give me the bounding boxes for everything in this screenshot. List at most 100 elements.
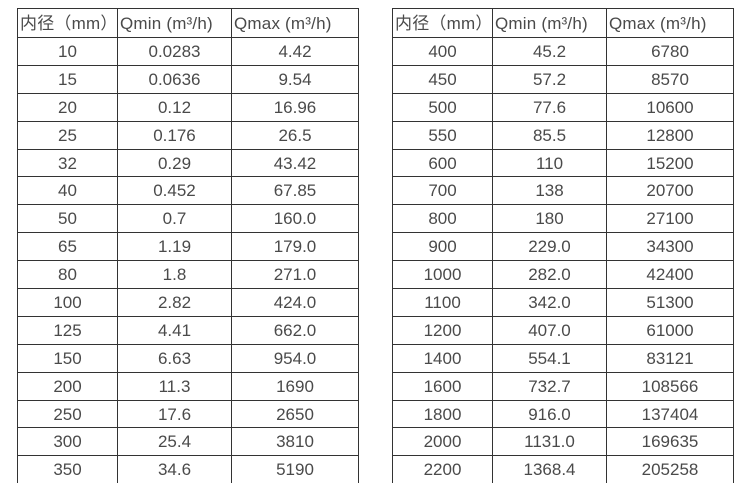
table-row: 200 11.3 1690 bbox=[17, 371, 359, 401]
table-cell: 11.3 bbox=[117, 371, 232, 401]
table-cell: 6.63 bbox=[117, 343, 232, 373]
table-cell: 12800 bbox=[606, 120, 734, 150]
table-row: 1800 916.0 137404 bbox=[392, 399, 734, 429]
table-cell: 2000 bbox=[392, 427, 493, 457]
table-cell: 1200 bbox=[392, 315, 493, 345]
flow-table-large-diameters: 内径（mm） Qmin (m³/h) Qmax (m³/h) 400 45.2 67… bbox=[392, 8, 734, 483]
table-cell: 15200 bbox=[606, 148, 734, 178]
table-cell: 20700 bbox=[606, 176, 734, 206]
table-cell: 10 bbox=[17, 37, 118, 66]
table-row: 1200 407.0 61000 bbox=[392, 315, 734, 345]
table-cell: 554.1 bbox=[492, 343, 607, 373]
table-cell: 160.0 bbox=[231, 204, 359, 234]
table-row: 250 17.6 2650 bbox=[17, 399, 359, 429]
table-row: 450 57.2 8570 bbox=[392, 64, 734, 94]
table-cell: 3810 bbox=[231, 427, 359, 457]
table-cell: 1000 bbox=[392, 260, 493, 290]
table-row: 700 138 20700 bbox=[392, 176, 734, 206]
table-cell: 34.6 bbox=[117, 455, 232, 483]
table-cell: 500 bbox=[392, 92, 493, 122]
table-cell: 550 bbox=[392, 120, 493, 150]
table-cell: 26.5 bbox=[231, 120, 359, 150]
table-cell: 800 bbox=[392, 204, 493, 234]
table-cell: 407.0 bbox=[492, 315, 607, 345]
table-cell: 954.0 bbox=[231, 343, 359, 373]
table-row: 2200 1368.4 205258 bbox=[392, 455, 734, 483]
table-cell: 83121 bbox=[606, 343, 734, 373]
table-cell: 8570 bbox=[606, 64, 734, 94]
table-cell: 16.96 bbox=[231, 92, 359, 122]
table-row: 1100 342.0 51300 bbox=[392, 288, 734, 317]
table-cell: 1.19 bbox=[117, 232, 232, 262]
table-cell: 1600 bbox=[392, 371, 493, 401]
table-cell: 700 bbox=[392, 176, 493, 206]
table-cell: 0.176 bbox=[117, 120, 232, 150]
table-cell: 40 bbox=[17, 176, 118, 206]
table-cell: 250 bbox=[17, 399, 118, 429]
table-row: 150 6.63 954.0 bbox=[17, 343, 359, 373]
table-cell: 10600 bbox=[606, 92, 734, 122]
table-cell: 110 bbox=[492, 148, 607, 178]
table-cell: 57.2 bbox=[492, 64, 607, 94]
table-row: 25 0.176 26.5 bbox=[17, 120, 359, 150]
table-row: 2000 1131.0 169635 bbox=[392, 427, 734, 457]
table-row: 600 110 15200 bbox=[392, 148, 734, 178]
table-cell: 1.8 bbox=[117, 260, 232, 290]
header-diameter: 内径（mm） bbox=[17, 8, 118, 38]
table-cell: 229.0 bbox=[492, 232, 607, 262]
table-cell: 424.0 bbox=[231, 288, 359, 317]
table-cell: 1100 bbox=[392, 288, 493, 317]
table-cell: 27100 bbox=[606, 204, 734, 234]
table-cell: 2200 bbox=[392, 455, 493, 483]
header-diameter: 内径（mm） bbox=[392, 8, 493, 38]
table-row: 1600 732.7 108566 bbox=[392, 371, 734, 401]
table-cell: 342.0 bbox=[492, 288, 607, 317]
table-row: 80 1.8 271.0 bbox=[17, 260, 359, 290]
table-cell: 0.452 bbox=[117, 176, 232, 206]
header-qmin: Qmin (m³/h) bbox=[492, 8, 607, 38]
table-row: 40 0.452 67.85 bbox=[17, 176, 359, 206]
table-cell: 43.42 bbox=[231, 148, 359, 178]
table-cell: 2650 bbox=[231, 399, 359, 429]
table-cell: 61000 bbox=[606, 315, 734, 345]
table-cell: 80 bbox=[17, 260, 118, 290]
table-cell: 85.5 bbox=[492, 120, 607, 150]
table-cell: 271.0 bbox=[231, 260, 359, 290]
table-row: 100 2.82 424.0 bbox=[17, 288, 359, 317]
table-cell: 0.0636 bbox=[117, 64, 232, 94]
table-cell: 50 bbox=[17, 204, 118, 234]
table-row: 50 0.7 160.0 bbox=[17, 204, 359, 234]
table-row: 800 180 27100 bbox=[392, 204, 734, 234]
table-row: 32 0.29 43.42 bbox=[17, 148, 359, 178]
table-cell: 67.85 bbox=[231, 176, 359, 206]
table-cell: 6780 bbox=[606, 37, 734, 66]
table-cell: 732.7 bbox=[492, 371, 607, 401]
table-cell: 1800 bbox=[392, 399, 493, 429]
table-cell: 1690 bbox=[231, 371, 359, 401]
table-cell: 1368.4 bbox=[492, 455, 607, 483]
table-cell: 150 bbox=[17, 343, 118, 373]
table-row: 300 25.4 3810 bbox=[17, 427, 359, 457]
table-cell: 400 bbox=[392, 37, 493, 66]
table-row: 20 0.12 16.96 bbox=[17, 92, 359, 122]
table-cell: 900 bbox=[392, 232, 493, 262]
table-cell: 138 bbox=[492, 176, 607, 206]
table-row: 10 0.0283 4.42 bbox=[17, 37, 359, 66]
table-cell: 282.0 bbox=[492, 260, 607, 290]
table-cell: 169635 bbox=[606, 427, 734, 457]
table-cell: 65 bbox=[17, 232, 118, 262]
table-cell: 108566 bbox=[606, 371, 734, 401]
table-cell: 9.54 bbox=[231, 64, 359, 94]
table-cell: 137404 bbox=[606, 399, 734, 429]
table-cell: 1400 bbox=[392, 343, 493, 373]
table-cell: 350 bbox=[17, 455, 118, 483]
table-cell: 180 bbox=[492, 204, 607, 234]
table-cell: 600 bbox=[392, 148, 493, 178]
table-cell: 4.42 bbox=[231, 37, 359, 66]
table-cell: 0.7 bbox=[117, 204, 232, 234]
table-row: 350 34.6 5190 bbox=[17, 455, 359, 483]
table-row: 65 1.19 179.0 bbox=[17, 232, 359, 262]
table-cell: 0.0283 bbox=[117, 37, 232, 66]
table-cell: 25 bbox=[17, 120, 118, 150]
table-cell: 125 bbox=[17, 315, 118, 345]
